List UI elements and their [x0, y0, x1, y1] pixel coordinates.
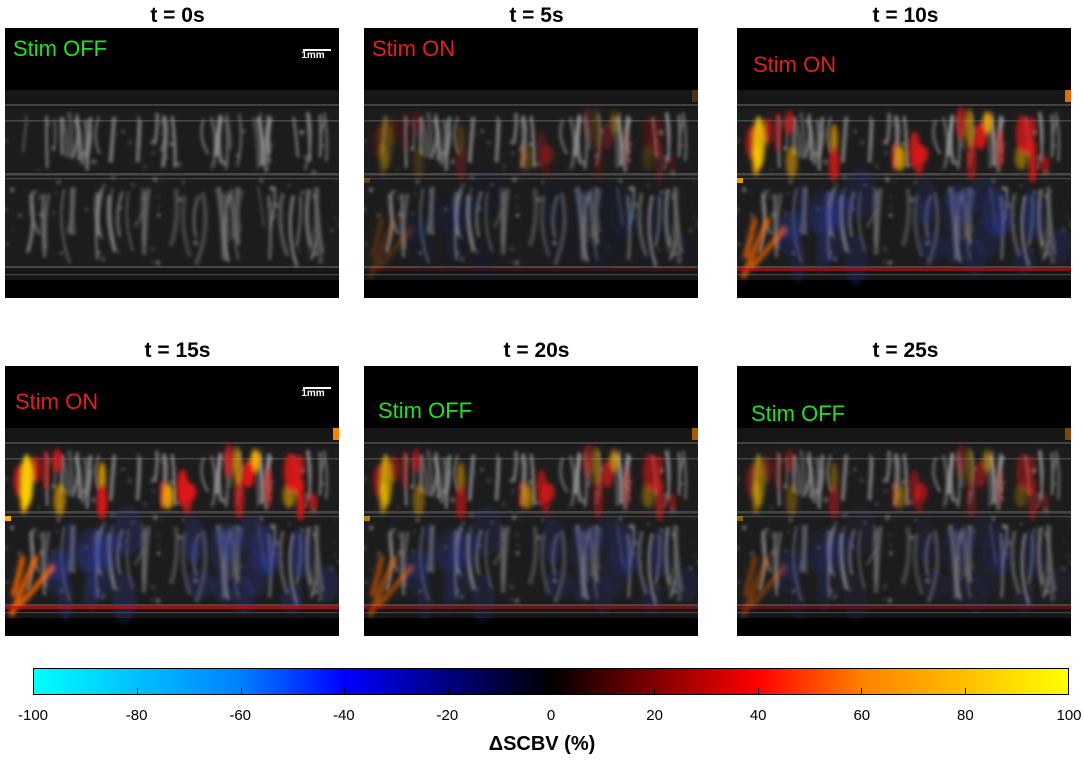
spinal-image-panel-3: Stim ON 1mm	[5, 366, 339, 636]
panel-title-0: t = 0s	[150, 4, 205, 27]
colorbar-tick	[757, 688, 759, 694]
vascular-image-0	[5, 90, 339, 280]
colorbar-tick	[240, 688, 242, 694]
stim-label-3: Stim ON	[15, 389, 99, 414]
spinal-image-panel-0: Stim OFF 1mm	[5, 28, 339, 298]
colorbar-tick	[551, 688, 552, 694]
stim-label-2: Stim ON	[753, 52, 837, 77]
vascular-image-1	[364, 90, 698, 287]
colorbar-tick	[654, 688, 656, 694]
colorbar-tick	[964, 688, 966, 694]
panel-title-4: t = 20s	[503, 339, 570, 362]
colorbar-tick-label: 0	[546, 707, 556, 724]
spinal-image-panel-2: Stim ON	[737, 28, 1071, 298]
colorbar	[33, 668, 1069, 695]
colorbar-tick-label: -80	[125, 707, 148, 724]
stim-label-4: Stim OFF	[378, 398, 473, 423]
colorbar-title: ΔSCBV (%)	[488, 733, 596, 755]
colorbar-tick-label: -100	[17, 707, 49, 724]
spinal-image-panel-5: Stim OFF	[737, 366, 1071, 636]
colorbar-tick-label: 60	[853, 707, 871, 724]
colorbar-tick-label: -40	[332, 707, 355, 724]
scale-bar-3: 1mm	[297, 387, 331, 399]
colorbar-tick	[861, 688, 863, 694]
panel-title-1: t = 5s	[509, 4, 564, 27]
colorbar-tick-label: 20	[646, 707, 663, 724]
colorbar-tick-label: 100	[1056, 707, 1082, 724]
vascular-image-2	[737, 90, 1071, 287]
colorbar-tick	[344, 688, 346, 694]
stim-label-5: Stim OFF	[751, 401, 846, 426]
spinal-image-panel-1: Stim ON	[364, 28, 698, 298]
colorbar-tick-label: -60	[229, 707, 252, 724]
colorbar-tick-label: 40	[749, 707, 767, 724]
colorbar-tick-label: 80	[957, 707, 974, 724]
colorbar-tick	[137, 688, 139, 694]
colorbar-tick-label: -20	[436, 707, 459, 724]
scale-bar-0: 1mm	[297, 49, 331, 61]
vascular-image-3	[5, 428, 339, 625]
spinal-image-panel-4: Stim OFF	[364, 366, 698, 636]
panel-title-2: t = 10s	[872, 4, 939, 27]
stim-label-0: Stim OFF	[13, 36, 108, 61]
panel-title-3: t = 15s	[144, 339, 211, 362]
colorbar-tick	[447, 688, 449, 694]
panel-title-5: t = 25s	[872, 339, 939, 362]
vascular-image-4	[364, 428, 698, 625]
stim-label-1: Stim ON	[372, 36, 456, 61]
vascular-image-5	[737, 428, 1071, 625]
